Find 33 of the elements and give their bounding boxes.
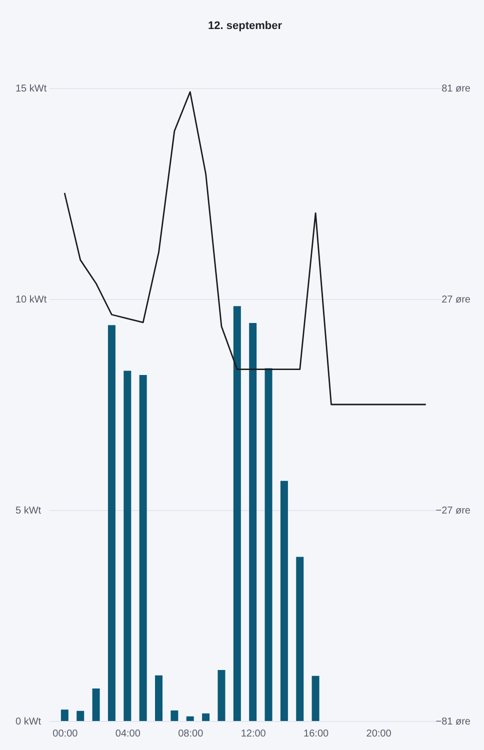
- bar: [249, 323, 257, 721]
- bar: [218, 670, 226, 721]
- bar: [202, 713, 210, 721]
- y-tick-label: 0 kWt: [16, 716, 42, 728]
- x-tick-label: 20:00: [366, 728, 392, 740]
- x-tick-label: 04:00: [115, 728, 141, 740]
- y2-tick-label: 27 øre: [442, 294, 471, 306]
- y2-tick-label: 81 øre: [442, 84, 471, 94]
- bar: [76, 710, 84, 721]
- bar: [155, 675, 163, 721]
- x-tick-label: 16:00: [304, 728, 330, 740]
- bar: [60, 710, 68, 721]
- chart-title: 12. september: [208, 20, 283, 32]
- bar: [124, 370, 132, 721]
- bar: [312, 676, 320, 721]
- bar: [233, 306, 241, 721]
- bar: [92, 688, 100, 721]
- y2-tick-label: −81 øre: [436, 716, 471, 728]
- bar: [264, 368, 272, 721]
- bar: [280, 480, 288, 721]
- bar: [296, 556, 304, 721]
- bar: [170, 710, 178, 721]
- x-tick-label: 12:00: [240, 728, 266, 740]
- y2-tick-label: −27 øre: [436, 506, 471, 516]
- x-tick-label: 00:00: [52, 728, 78, 740]
- y-tick-label: 10 kWt: [16, 294, 47, 306]
- x-tick-label: 08:00: [178, 728, 204, 740]
- bar: [186, 716, 194, 721]
- bar: [108, 325, 116, 721]
- y-tick-label: 5 kWt: [16, 506, 42, 516]
- y-tick-label: 15 kWt: [16, 84, 47, 94]
- bar: [139, 374, 147, 721]
- line-series: [64, 91, 426, 406]
